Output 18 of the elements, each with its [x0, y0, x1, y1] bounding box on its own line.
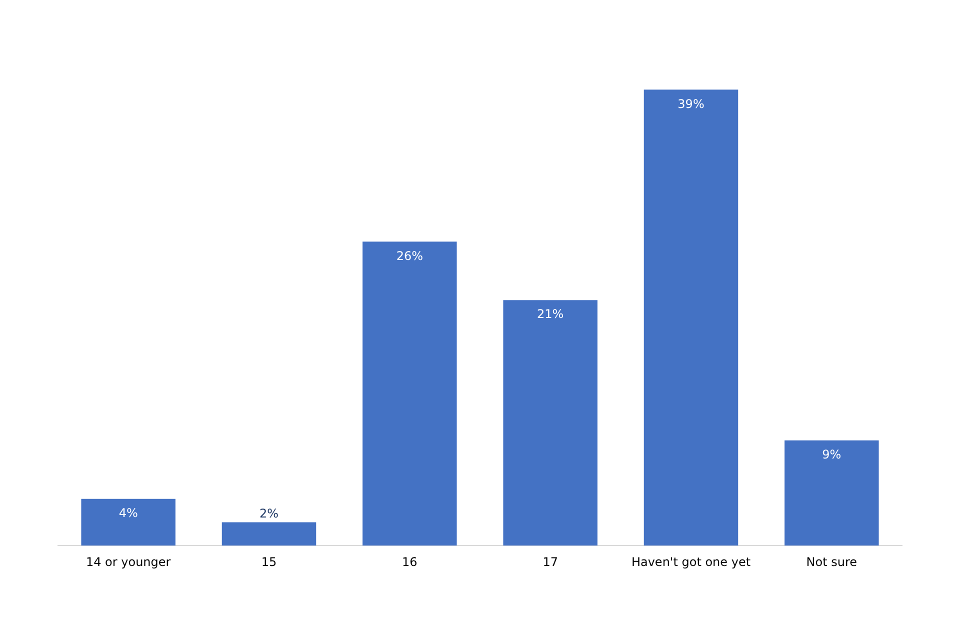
x-tick-label: 14 or younger — [86, 554, 171, 569]
bar — [81, 498, 176, 546]
bar — [222, 522, 316, 546]
bar — [503, 300, 598, 546]
x-tick-label: 16 — [402, 554, 418, 569]
data-label: 4% — [118, 506, 138, 520]
data-label: 39% — [678, 96, 704, 111]
x-tick-label: Not sure — [806, 554, 858, 569]
data-label: 21% — [536, 307, 564, 322]
bar — [644, 90, 738, 546]
bar — [784, 440, 879, 546]
data-label: 9% — [822, 448, 842, 462]
x-tick-label: 17 — [542, 554, 558, 569]
data-label: 26% — [396, 248, 424, 263]
data-label: 2% — [259, 506, 279, 520]
x-tick-label: 15 — [261, 554, 277, 569]
bar — [362, 242, 457, 546]
x-tick-label: Haven't got one yet — [631, 554, 751, 569]
